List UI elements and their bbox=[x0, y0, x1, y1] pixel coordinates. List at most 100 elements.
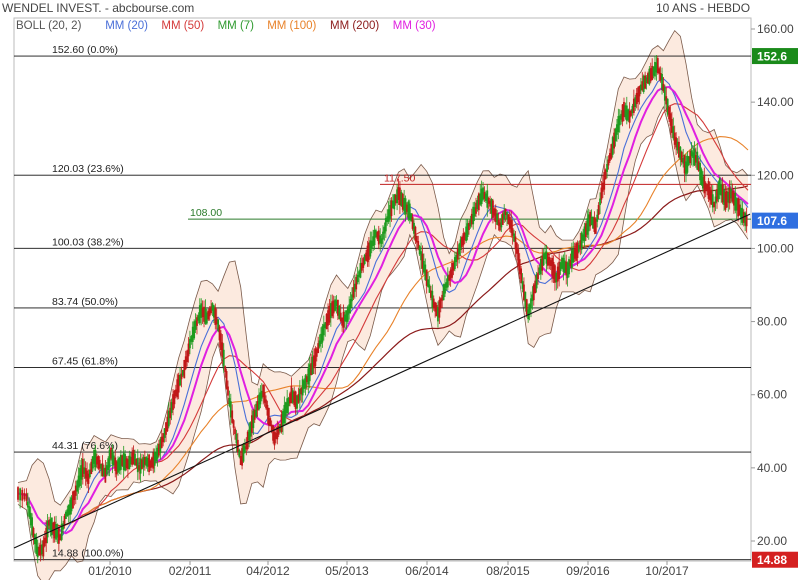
candle-body bbox=[252, 410, 255, 429]
candle-body bbox=[174, 389, 177, 397]
candle-body bbox=[431, 290, 434, 309]
candle-body bbox=[475, 202, 477, 214]
candle-body bbox=[249, 422, 252, 437]
candle-body bbox=[81, 458, 84, 477]
candle-body bbox=[331, 301, 334, 317]
candle-body bbox=[260, 390, 263, 399]
candle-body bbox=[38, 546, 41, 556]
legend-item: MM (30) bbox=[393, 20, 436, 32]
candle-body bbox=[720, 184, 723, 196]
candle-body bbox=[634, 97, 637, 107]
candle-body bbox=[404, 198, 407, 215]
candle-body bbox=[480, 188, 483, 205]
candle-body bbox=[585, 223, 587, 238]
fibonacci-label: 14.88 (100.0%) bbox=[52, 548, 124, 560]
candle-body bbox=[710, 189, 713, 205]
candle-body bbox=[582, 234, 585, 241]
candle-body bbox=[296, 395, 298, 409]
y-tick-label: 160.00 bbox=[757, 22, 794, 36]
candle-body bbox=[283, 404, 286, 423]
candle-body bbox=[234, 428, 236, 435]
candle-body bbox=[21, 489, 24, 501]
candle-body bbox=[469, 219, 472, 227]
candle-body bbox=[520, 268, 523, 284]
candle-body bbox=[74, 485, 77, 496]
candle-body bbox=[366, 245, 369, 263]
candle-body bbox=[28, 506, 31, 518]
candle-body bbox=[511, 228, 514, 236]
candle-body bbox=[583, 226, 586, 242]
candle-body bbox=[393, 194, 396, 210]
candle-body bbox=[241, 448, 243, 466]
candle-body bbox=[186, 350, 189, 363]
candle-body bbox=[587, 214, 590, 232]
candle-body bbox=[675, 137, 678, 148]
candle-body bbox=[717, 182, 720, 200]
candle-body bbox=[150, 457, 153, 468]
candle-body bbox=[687, 156, 690, 165]
candle-body bbox=[187, 343, 190, 357]
y-tick-label: 120.00 bbox=[757, 168, 794, 182]
candle-body bbox=[100, 464, 103, 470]
candle-body bbox=[586, 218, 589, 235]
candle-body bbox=[531, 294, 534, 302]
candle-body bbox=[623, 101, 625, 117]
candle-body bbox=[407, 201, 410, 219]
x-tick-label: 05/2013 bbox=[325, 564, 369, 578]
candle-body bbox=[325, 313, 328, 330]
candle-body bbox=[706, 184, 709, 192]
candle-body bbox=[652, 66, 655, 76]
candle-body bbox=[63, 515, 66, 526]
candle-body bbox=[170, 402, 173, 413]
candle-body bbox=[390, 200, 393, 217]
plot-frame bbox=[13, 17, 752, 562]
candle-body bbox=[282, 411, 284, 426]
fibonacci-levels: 152.60 (0.0%) 120.03 (23.6%) 100.03 (38.2%… bbox=[14, 44, 751, 561]
candle-body bbox=[731, 190, 734, 202]
candle-body bbox=[294, 391, 297, 409]
fibonacci-label: 120.03 (23.6%) bbox=[52, 163, 124, 175]
candle-body bbox=[568, 259, 570, 275]
candle-body bbox=[430, 290, 432, 298]
y-tick-label: 140.00 bbox=[757, 95, 794, 109]
candle-body bbox=[725, 190, 728, 208]
candle-body bbox=[180, 373, 183, 380]
candle-body bbox=[69, 499, 72, 515]
candle-body bbox=[528, 304, 531, 314]
candle-body bbox=[501, 213, 504, 225]
candle-body bbox=[451, 262, 453, 278]
y-tick-label: 20.00 bbox=[757, 534, 787, 548]
candle-body bbox=[198, 305, 201, 324]
candle-body bbox=[611, 137, 614, 155]
candle-body bbox=[728, 187, 731, 204]
candle-body bbox=[212, 305, 215, 318]
candle-body bbox=[136, 458, 139, 473]
candle-body bbox=[211, 303, 214, 311]
candle-body bbox=[321, 326, 324, 343]
candle-body bbox=[131, 452, 134, 465]
candle-body bbox=[668, 106, 670, 120]
candle-body bbox=[570, 250, 573, 269]
candle-body bbox=[428, 284, 431, 293]
candle-body bbox=[709, 186, 711, 201]
candle-body bbox=[265, 399, 267, 409]
candle-body bbox=[514, 236, 517, 250]
candle-body bbox=[73, 490, 76, 500]
candle-body bbox=[341, 317, 344, 326]
candle-body bbox=[315, 348, 318, 357]
candle-body bbox=[665, 96, 668, 105]
price-badge bbox=[752, 48, 798, 65]
x-tick-label: 10/2017 bbox=[645, 564, 689, 578]
candle-body bbox=[738, 204, 741, 216]
candle-body bbox=[530, 298, 532, 309]
candle-body bbox=[659, 73, 662, 81]
candle-body bbox=[455, 254, 458, 263]
candle-body bbox=[145, 457, 148, 466]
candle-body bbox=[204, 308, 207, 324]
candle-body bbox=[379, 235, 382, 244]
candle-body bbox=[108, 449, 111, 468]
candle-body bbox=[503, 211, 506, 220]
candle-body bbox=[545, 251, 548, 264]
candle-body bbox=[442, 284, 445, 301]
candle-body bbox=[397, 187, 400, 200]
